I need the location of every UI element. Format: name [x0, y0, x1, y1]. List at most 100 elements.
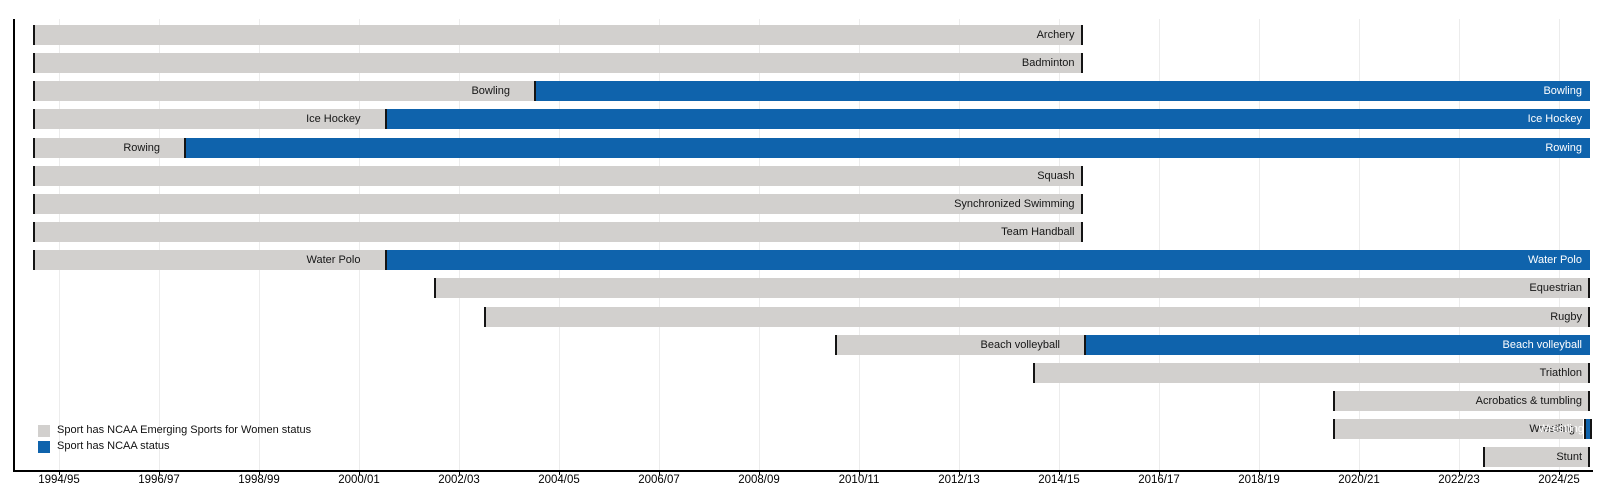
axis-tick	[459, 470, 460, 475]
axis-tick	[159, 470, 160, 475]
axis-tick-label: 2000/01	[338, 474, 380, 486]
gridline	[659, 19, 660, 470]
bar-segment-emerging	[33, 53, 1083, 74]
axis-tick	[1259, 470, 1260, 475]
axis-tick-label: 2010/11	[838, 474, 880, 486]
gridline	[1359, 19, 1360, 470]
bar-segment-emerging	[1033, 362, 1590, 383]
bar-segment-emerging	[1333, 390, 1590, 411]
gridline	[359, 19, 360, 470]
axis-tick	[359, 470, 360, 475]
bar-label: Ice Hockey	[1527, 113, 1582, 126]
gridline	[959, 19, 960, 470]
bar-label: Rugby	[1550, 310, 1582, 323]
axis-tick	[959, 470, 960, 475]
bar-label: Wrestling	[1529, 423, 1575, 436]
legend-label-emerging: Sport has NCAA Emerging Sports for Women…	[57, 424, 312, 436]
bar-segment-ncaa	[1584, 419, 1592, 440]
axis-tick-label: 2002/03	[438, 474, 480, 486]
legend-label-ncaa: Sport has NCAA status	[57, 440, 170, 452]
bar-segment-emerging	[33, 25, 1083, 45]
bar-label: Water Polo	[1527, 254, 1582, 267]
bar-segment-emerging	[1333, 419, 1583, 440]
bar-segment-emerging	[33, 222, 1083, 243]
bar-segment-ncaa	[384, 109, 1590, 130]
gridline	[1559, 19, 1560, 470]
gridline	[1459, 19, 1460, 470]
bar-segment-ncaa	[184, 137, 1590, 158]
axis-tick-label: 2008/09	[738, 474, 780, 486]
gridline	[259, 19, 260, 470]
bar-segment-ncaa	[384, 250, 1590, 271]
gridline	[759, 19, 760, 470]
axis-tick	[1559, 470, 1560, 475]
bar-segment-emerging	[835, 334, 1084, 355]
legend-item-emerging: Sport has NCAA Emerging Sports for Women…	[38, 424, 311, 437]
bar-label: Bowling	[471, 85, 510, 98]
axis-tick	[759, 470, 760, 475]
legend-item-ncaa: Sport has NCAA status	[38, 440, 170, 453]
x-axis-line	[13, 470, 1593, 472]
bar-segment-emerging	[33, 193, 1083, 214]
legend-swatch-ncaa-icon	[38, 440, 50, 453]
bar-segment-emerging	[33, 109, 385, 130]
bar-label: Archery	[1036, 29, 1075, 41]
axis-tick-label: 1996/97	[138, 474, 180, 486]
bar-label: Rowing	[1545, 141, 1582, 154]
axis-tick	[59, 470, 60, 475]
axis-tick-label: 2020/21	[1338, 474, 1380, 486]
bar-label: Acrobatics & tumbling	[1475, 394, 1582, 407]
axis-tick-label: 2006/07	[638, 474, 680, 486]
bar-segment-emerging	[33, 165, 1083, 186]
axis-tick-label: 2024/25	[1538, 474, 1580, 486]
bar-segment-emerging	[484, 306, 1590, 327]
bar-label: Bowling	[1543, 85, 1582, 98]
axis-tick	[1359, 470, 1360, 475]
axis-tick	[1459, 470, 1460, 475]
bar-segment-emerging	[1483, 447, 1590, 468]
gridline	[559, 19, 560, 470]
axis-tick	[559, 470, 560, 475]
bar-label: Triathlon	[1539, 366, 1582, 379]
bar-label: Stunt	[1556, 451, 1582, 464]
bar-segment-emerging	[434, 278, 1590, 299]
axis-tick	[1059, 470, 1060, 475]
axis-tick	[659, 470, 660, 475]
axis-tick	[1159, 470, 1160, 475]
bar-label: Wrestling	[1538, 423, 1584, 436]
axis-tick-label: 2012/13	[938, 474, 980, 486]
axis-tick-label: 2016/17	[1138, 474, 1180, 486]
gridline	[859, 19, 860, 470]
bar-segment-emerging	[33, 81, 534, 102]
axis-tick-label: 2022/23	[1438, 474, 1480, 486]
y-axis-line	[13, 19, 15, 471]
axis-tick-label: 1998/99	[238, 474, 280, 486]
gridline	[1159, 19, 1160, 470]
gridline	[1059, 19, 1060, 470]
bar-label: Beach volleyball	[1502, 338, 1583, 351]
axis-tick	[259, 470, 260, 475]
gridline	[59, 19, 60, 470]
bar-segment-ncaa	[534, 81, 1590, 102]
axis-tick	[859, 470, 860, 475]
axis-tick-label: 2014/15	[1038, 474, 1080, 486]
bar-label: Ice Hockey	[306, 113, 361, 126]
bar-label: Equestrian	[1529, 282, 1582, 295]
bar-segment-ncaa	[1084, 334, 1590, 355]
axis-tick-label: 1994/95	[38, 474, 80, 486]
bar-label: Water Polo	[306, 254, 361, 267]
gridline	[159, 19, 160, 470]
axis-tick-label: 2018/19	[1238, 474, 1280, 486]
bar-segment-emerging	[33, 250, 385, 271]
legend-swatch-emerging-icon	[38, 424, 50, 437]
gridline	[459, 19, 460, 470]
bar-segment-emerging	[33, 137, 184, 158]
axis-tick-label: 2004/05	[538, 474, 580, 486]
gridline	[1259, 19, 1260, 470]
bar-label: Beach volleyball	[980, 338, 1061, 351]
bar-label: Rowing	[123, 141, 160, 154]
bar-label: Badminton	[1021, 57, 1075, 70]
bar-label: Squash	[1037, 169, 1075, 182]
bar-label: Synchronized Swimming	[954, 197, 1075, 210]
